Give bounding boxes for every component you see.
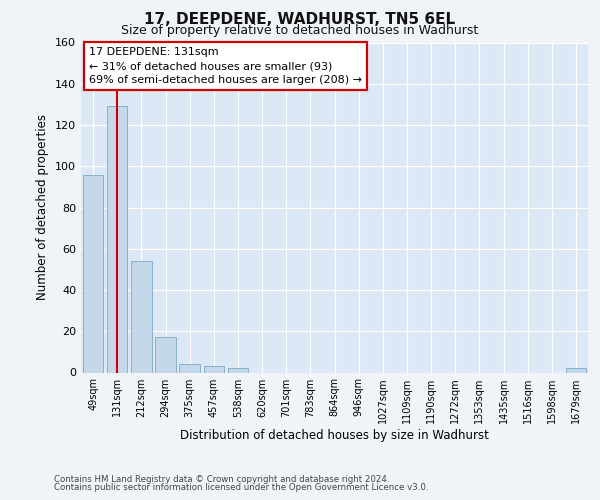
Text: 17, DEEPDENE, WADHURST, TN5 6EL: 17, DEEPDENE, WADHURST, TN5 6EL: [145, 12, 455, 28]
Bar: [566, 368, 586, 372]
Bar: [107, 106, 127, 372]
Bar: [227, 368, 248, 372]
Text: 17 DEEPDENE: 131sqm
← 31% of detached houses are smaller (93)
69% of semi-detach: 17 DEEPDENE: 131sqm ← 31% of detached ho…: [89, 48, 362, 86]
Text: Size of property relative to detached houses in Wadhurst: Size of property relative to detached ho…: [121, 24, 479, 37]
X-axis label: Distribution of detached houses by size in Wadhurst: Distribution of detached houses by size …: [180, 428, 489, 442]
Text: Contains HM Land Registry data © Crown copyright and database right 2024.: Contains HM Land Registry data © Crown c…: [54, 474, 389, 484]
Bar: [131, 261, 152, 372]
Text: Contains public sector information licensed under the Open Government Licence v3: Contains public sector information licen…: [54, 483, 428, 492]
Bar: [155, 338, 176, 372]
Y-axis label: Number of detached properties: Number of detached properties: [37, 114, 49, 300]
Bar: [203, 366, 224, 372]
Bar: [83, 174, 103, 372]
Bar: [179, 364, 200, 372]
